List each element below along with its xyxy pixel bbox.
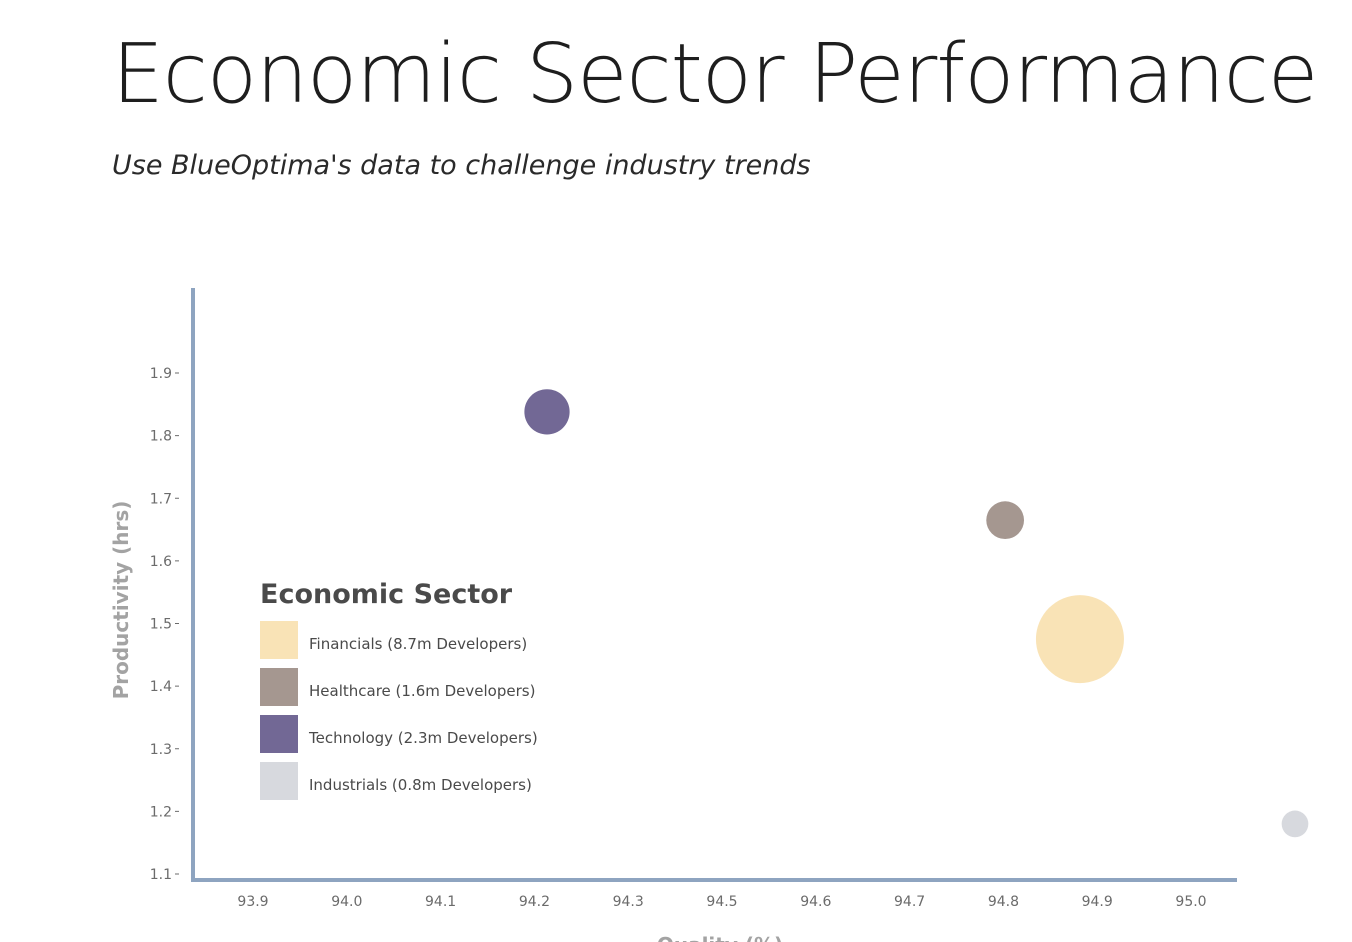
x-tick-label: 93.9 — [237, 894, 268, 910]
y-tick-label: 1.3 — [150, 742, 172, 758]
x-tick-label: 94.2 — [519, 894, 550, 910]
x-tick-label: 94.8 — [988, 894, 1019, 910]
x-tick-label: 94.7 — [894, 894, 925, 910]
y-axis-title: Productivity (hrs) — [109, 501, 133, 700]
legend-item-label: Financials (8.7m Developers) — [309, 635, 527, 653]
x-tick-label: 95.0 — [1175, 894, 1206, 910]
page-subtitle: Use BlueOptima's data to challenge indus… — [112, 150, 811, 181]
legend: Economic Sector Financials (8.7m Develop… — [260, 579, 538, 800]
y-tick-label: 1.4 — [150, 679, 172, 695]
legend-swatch — [260, 715, 298, 753]
y-tick-label: 1.7 — [150, 491, 172, 507]
x-tick-label: 94.0 — [331, 894, 362, 910]
legend-swatch — [260, 621, 298, 659]
axes — [191, 288, 1237, 882]
y-tick-label: 1.5 — [150, 617, 172, 633]
y-tick-label: 1.1 — [150, 867, 172, 883]
bubble — [1035, 595, 1124, 684]
x-axis-title: Quality (%) — [657, 933, 783, 942]
y-tick-label: 1.8 — [150, 429, 172, 445]
x-tick-label: 94.6 — [800, 894, 831, 910]
page-title: Economic Sector Performance — [112, 27, 1318, 122]
bubbles — [524, 389, 1309, 838]
legend-item-label: Healthcare (1.6m Developers) — [309, 682, 535, 700]
legend-item-label: Technology (2.3m Developers) — [308, 729, 538, 747]
x-tick-label: 94.5 — [706, 894, 737, 910]
x-axis-ticks: 93.9 94.0 94.1 94.2 94.3 94.5 94.6 94.7 94.8 94.9… — [237, 894, 1206, 910]
bubble — [524, 389, 570, 435]
x-tick-label: 94.1 — [425, 894, 456, 910]
legend-swatch — [260, 762, 298, 800]
bubble — [986, 501, 1025, 540]
bubble — [1281, 810, 1309, 838]
legend-title: Economic Sector — [260, 579, 513, 610]
y-tick-label: 1.9 — [150, 366, 172, 382]
y-tick-label: 1.6 — [150, 554, 172, 570]
x-tick-label: 94.3 — [613, 894, 644, 910]
y-axis-ticks: 1.9 1.8 1.7 1.6 1.5 1.4 1.3 1.2 1.1 — [150, 366, 179, 883]
x-tick-label: 94.9 — [1082, 894, 1113, 910]
legend-item-label: Industrials (0.8m Developers) — [309, 776, 532, 794]
y-tick-label: 1.2 — [150, 804, 172, 820]
legend-swatch — [260, 668, 298, 706]
